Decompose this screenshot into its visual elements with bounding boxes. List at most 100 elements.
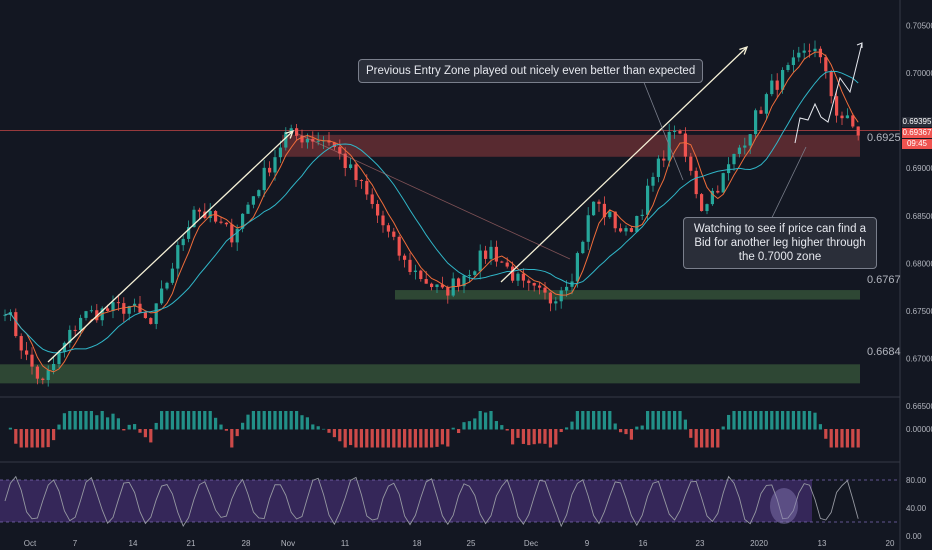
candle-body: [737, 147, 741, 154]
candle-body: [478, 250, 482, 272]
candle-body: [808, 50, 812, 52]
histogram-bar: [289, 411, 293, 430]
histogram-bar: [462, 422, 466, 430]
candle-body: [154, 303, 158, 324]
candle-body: [797, 52, 801, 58]
time-axis[interactable]: Oct 7 14 21 28 Nov 11 18 25 Dec 9 16 23 2020 13 20: [24, 539, 895, 548]
histogram-bar: [759, 411, 763, 430]
candle-body: [543, 287, 547, 293]
histogram-bar: [651, 411, 655, 430]
histogram-bar: [35, 429, 39, 448]
histogram-bar: [770, 411, 774, 430]
histogram-bar: [743, 411, 747, 430]
histogram-bar: [89, 411, 93, 430]
candle-body: [581, 241, 585, 254]
histogram-bar: [295, 411, 299, 430]
candle-body: [224, 222, 228, 225]
candle-body: [230, 224, 234, 243]
histogram-bar: [694, 429, 698, 448]
candle-body: [624, 228, 628, 232]
histogram-bar: [138, 429, 142, 433]
histogram-bar: [197, 411, 201, 430]
candle-body: [359, 180, 363, 182]
candle-body: [473, 271, 477, 275]
histogram-bar: [500, 425, 504, 430]
candle-body: [754, 110, 758, 135]
candle-body: [532, 282, 536, 286]
candle-body: [764, 94, 768, 114]
histogram-bar: [700, 429, 704, 448]
histogram-bar: [278, 411, 282, 430]
histogram-bar: [149, 429, 153, 443]
descending-line: [295, 132, 571, 260]
histogram-bar: [116, 418, 120, 430]
histogram-bar: [181, 411, 185, 430]
oscillator-circle: [770, 488, 798, 524]
candle-body: [689, 156, 693, 171]
histogram-bar: [19, 429, 23, 448]
candle-body: [100, 308, 104, 321]
histogram-bar: [813, 412, 817, 430]
histogram-bar: [316, 426, 320, 430]
histogram-bar: [775, 411, 779, 430]
candle-body: [824, 57, 828, 72]
candle-body: [467, 274, 471, 276]
candle-body: [538, 285, 542, 288]
histogram-bar: [440, 429, 444, 445]
histogram-bar: [451, 427, 455, 430]
moving-averages: [4, 51, 859, 373]
histogram-bar: [257, 411, 261, 430]
candle-body: [494, 246, 498, 262]
histogram-bar: [14, 429, 18, 444]
candle-body: [500, 261, 504, 263]
candle-body: [710, 190, 714, 205]
histogram-bar: [678, 411, 682, 430]
histogram-bar: [505, 429, 509, 431]
time-label-20: 20: [886, 539, 895, 548]
candle-body: [262, 167, 266, 191]
histogram-bar: [581, 411, 585, 430]
histogram-bar: [154, 422, 158, 430]
candle-body: [246, 204, 250, 214]
histogram-bar: [737, 411, 741, 430]
histogram-bar: [41, 429, 45, 448]
histogram-bar: [586, 411, 590, 430]
candle-body: [181, 238, 185, 246]
annotation-watching-bid[interactable]: Watching to see if price can find a Bid …: [683, 217, 877, 269]
candle-body: [829, 71, 833, 97]
histogram-bar: [214, 417, 218, 430]
annotation-entry-zone[interactable]: Previous Entry Zone played out nicely ev…: [358, 59, 704, 83]
histogram-bar: [133, 424, 137, 430]
candle-body: [840, 115, 844, 119]
histogram-bar: [127, 424, 131, 430]
histogram-bar: [667, 411, 671, 430]
histogram-bar: [284, 411, 288, 430]
candle-body: [559, 290, 563, 302]
candle-body: [106, 308, 110, 312]
candle-body: [781, 70, 785, 90]
histogram-bar: [689, 429, 693, 438]
histogram-bar: [376, 429, 380, 448]
candle-body: [143, 312, 147, 319]
histogram-bar: [68, 411, 72, 430]
candle-body: [446, 287, 450, 296]
candle-body: [192, 209, 196, 228]
histogram-bar: [543, 429, 547, 444]
time-label-14: 14: [129, 539, 138, 548]
candle-body: [327, 140, 331, 143]
histogram-bar: [791, 411, 795, 430]
time-label-23: 23: [696, 539, 705, 548]
trend-arrow-1: [47, 130, 294, 363]
histogram-bar: [646, 411, 650, 430]
histogram-bar: [230, 429, 234, 448]
histogram-bar: [160, 411, 164, 430]
candle-body: [57, 351, 61, 364]
histogram-bar: [403, 429, 407, 448]
candle-body: [14, 312, 18, 337]
osc-tick: 80.00: [906, 476, 927, 485]
oscillator-band: [0, 480, 812, 522]
histogram-bar: [386, 429, 390, 448]
